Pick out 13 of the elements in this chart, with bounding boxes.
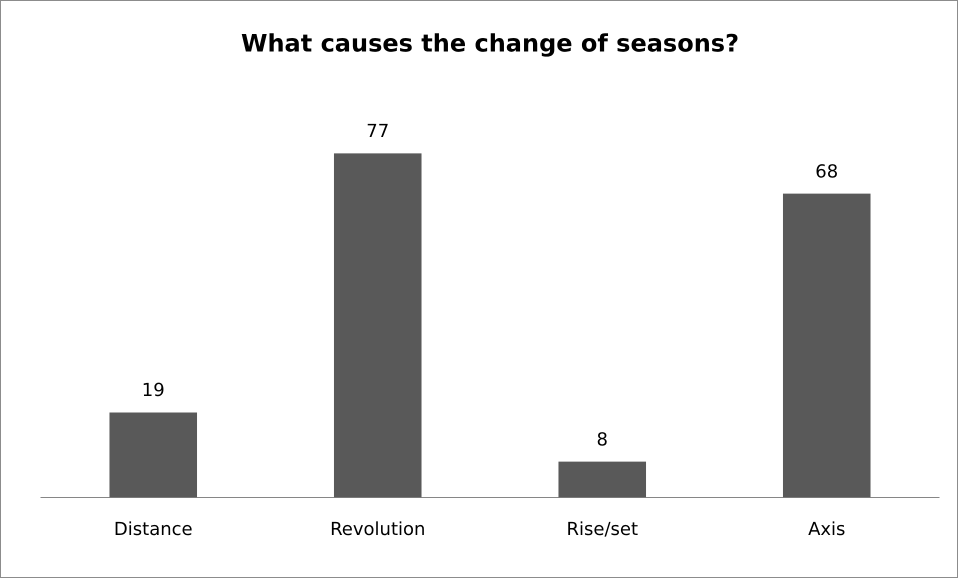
chart-title: What causes the change of seasons?: [241, 30, 739, 58]
data-label: 8: [596, 429, 608, 450]
x-tick-label: Distance: [114, 518, 193, 540]
x-tick-label: Axis: [808, 518, 846, 540]
bar: [782, 194, 871, 498]
bar: [109, 412, 198, 498]
data-label: 77: [366, 121, 390, 142]
x-tick-label: Revolution: [330, 518, 426, 540]
data-label: 19: [142, 380, 165, 402]
data-label: 68: [815, 161, 838, 182]
x-tick-label: Rise/set: [566, 518, 638, 540]
bar: [558, 462, 646, 498]
bar: [334, 153, 422, 498]
